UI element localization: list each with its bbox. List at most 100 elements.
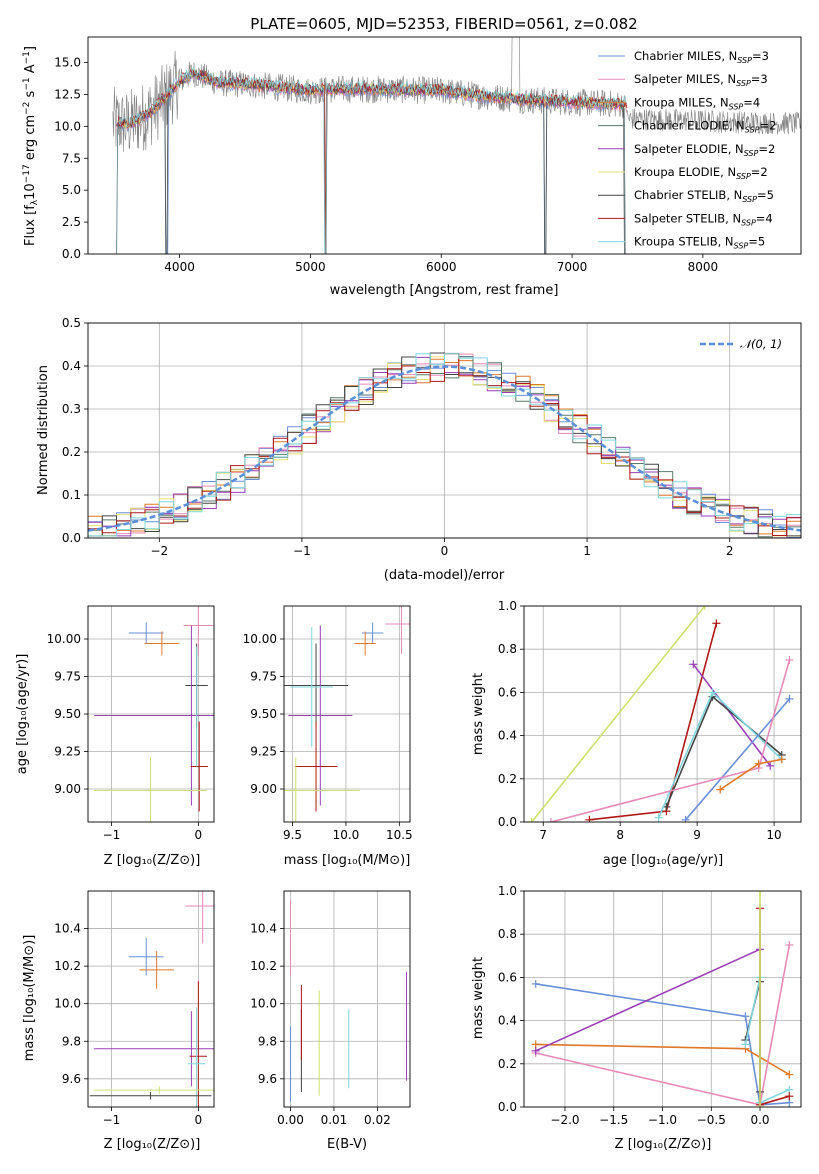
y-tick-label: 10.00 bbox=[47, 632, 81, 646]
plus-marker bbox=[527, 818, 536, 822]
plus-marker bbox=[531, 979, 540, 988]
x-tick-label: −1.5 bbox=[599, 1113, 628, 1127]
x-tick-label: 10 bbox=[766, 828, 781, 842]
legend-label: Chabrier ELODIE, NSSP=2 bbox=[634, 119, 776, 135]
plus-marker bbox=[712, 619, 721, 628]
plus-marker bbox=[700, 606, 709, 610]
errorbar-point bbox=[94, 757, 208, 822]
y-tick-label: 9.6 bbox=[62, 1072, 81, 1086]
plus-marker bbox=[546, 818, 555, 822]
y-tick-label: 0.1 bbox=[62, 488, 81, 502]
y-tick-label: 5.0 bbox=[62, 183, 81, 197]
legend-label: Salpeter MILES, NSSP=3 bbox=[634, 72, 768, 88]
legend-label: Chabrier STELIB, NSSP=5 bbox=[634, 188, 774, 204]
axes-frame bbox=[523, 890, 802, 1108]
y-tick-label: 2.5 bbox=[62, 215, 81, 229]
x-tick-label: 1 bbox=[583, 544, 591, 558]
weight-series-line bbox=[531, 606, 706, 822]
mass-vs-z-ylabel: mass [log₁₀(M/M⊙)] bbox=[22, 935, 37, 1062]
axes-frame bbox=[283, 605, 411, 823]
weight-series-line bbox=[759, 908, 790, 1106]
y-tick-label: 0.2 bbox=[62, 445, 81, 459]
residuals-xlabel: (data-model)/error bbox=[384, 568, 505, 583]
plus-marker bbox=[741, 1012, 750, 1021]
x-tick-label: −2.0 bbox=[550, 1113, 579, 1127]
weight-lines bbox=[527, 606, 794, 822]
spectrum-xlabel: wavelength [Angstrom, rest frame] bbox=[330, 283, 559, 298]
y-tick-label: 15.0 bbox=[54, 56, 81, 70]
x-tick-label: 7000 bbox=[557, 260, 588, 274]
x-tick-label: 6000 bbox=[426, 260, 457, 274]
x-tick-label: 8 bbox=[616, 828, 624, 842]
weight-vs-z-panel: −2.0 −1.5 −1.0 −0.5 0.0 0.0 0.2 0.4 0.6 0.8 1.0 bbox=[498, 884, 802, 1127]
spectrum-panel: 4000 5000 6000 7000 8000 0.0 2.5 5.0 7.5 10.0 12.5… bbox=[54, 36, 802, 274]
age-vs-mass-xlabel: mass [log₁₀(M/M⊙)] bbox=[284, 853, 411, 868]
spectrum-legend: Chabrier MILES, NSSP=3 Salpeter MILES, NS… bbox=[598, 49, 776, 251]
residuals-panel: −2 −1 0 1 2 0.0 0.1 0.2 0.3 0.4 0.5 bbox=[62, 316, 802, 558]
axes-frame bbox=[523, 605, 802, 823]
plus-marker bbox=[766, 761, 775, 770]
errorbar-point bbox=[189, 981, 208, 1107]
errorbar-point bbox=[354, 631, 376, 656]
x-tick-label: 9 bbox=[693, 828, 701, 842]
weight-vs-z-ylabel: mass weight bbox=[471, 957, 486, 1039]
y-tick-label: 9.00 bbox=[250, 782, 277, 796]
weight-series-line bbox=[665, 695, 783, 808]
errorbar-points bbox=[290, 900, 408, 1102]
y-tick-label: 0.6 bbox=[498, 970, 517, 984]
errorbar-point bbox=[190, 721, 208, 812]
legend-label: Salpeter STELIB, NSSP=4 bbox=[634, 211, 773, 227]
x-tick-label: 2 bbox=[726, 544, 734, 558]
plus-marker bbox=[531, 1046, 540, 1055]
errorbar-point bbox=[294, 721, 338, 812]
mass-vs-ebv-xlabel: E(B-V) bbox=[327, 1137, 367, 1152]
plus-marker bbox=[716, 785, 725, 794]
y-tick-label: 9.25 bbox=[54, 745, 81, 759]
y-tick-label: 0.4 bbox=[498, 1014, 517, 1028]
axes-frame bbox=[87, 605, 215, 823]
x-tick-label: 0 bbox=[195, 828, 203, 842]
errorbar-point bbox=[144, 631, 180, 656]
spectrum-ylabel: Flux [fλ10−17 erg cm−2 s−1 A−1] bbox=[22, 46, 40, 246]
errorbar-point bbox=[94, 625, 214, 806]
mass-vs-z-xlabel: Z [log₁₀(Z/Z⊙)] bbox=[104, 1137, 201, 1152]
y-tick-label: 10.2 bbox=[54, 959, 81, 973]
plus-marker bbox=[785, 656, 794, 664]
residuals-ylabel: Normed distribution bbox=[36, 365, 51, 495]
y-tick-label: 0.4 bbox=[498, 729, 517, 743]
errorbar-point bbox=[94, 1086, 214, 1094]
plus-marker bbox=[785, 1092, 794, 1101]
x-tick-label: 0 bbox=[441, 544, 449, 558]
x-tick-label: 0 bbox=[195, 1113, 203, 1127]
weight-vs-age-ylabel: mass weight bbox=[471, 673, 486, 755]
errorbar-points bbox=[284, 606, 410, 822]
plus-marker bbox=[754, 759, 763, 768]
weight-vs-z-xlabel: Z [log₁₀(Z/Z⊙)] bbox=[615, 1137, 712, 1152]
y-tick-label: 0.2 bbox=[498, 1057, 517, 1071]
errorbar-point bbox=[128, 622, 164, 644]
model-spectrum-line bbox=[118, 67, 627, 254]
y-tick-label: 0.8 bbox=[498, 642, 517, 656]
plus-marker bbox=[741, 1040, 750, 1049]
mass-vs-z-panel: −1 0 9.6 9.8 10.0 10.2 10.4 bbox=[54, 890, 215, 1127]
y-tick-label: 0.8 bbox=[498, 927, 517, 941]
y-tick-label: 9.8 bbox=[62, 1034, 81, 1048]
gaussian-curve bbox=[88, 365, 801, 532]
plus-marker bbox=[708, 688, 717, 697]
errorbar-point bbox=[385, 606, 410, 654]
y-tick-label: 9.00 bbox=[54, 782, 81, 796]
y-tick-label: 0.5 bbox=[62, 316, 81, 330]
y-tick-label: 0.3 bbox=[62, 402, 81, 416]
y-tick-label: 9.50 bbox=[250, 707, 277, 721]
x-tick-label: 9.5 bbox=[283, 828, 302, 842]
errorbar-point bbox=[290, 627, 334, 747]
x-tick-label: −1 bbox=[293, 544, 311, 558]
errorbar-point bbox=[284, 643, 349, 728]
errorbar-point bbox=[128, 937, 164, 976]
errorbar-points bbox=[89, 891, 214, 1107]
x-tick-label: −1 bbox=[103, 1113, 121, 1127]
errorbar-point bbox=[139, 951, 175, 989]
x-tick-label: 7 bbox=[539, 828, 547, 842]
y-tick-label: 10.0 bbox=[250, 997, 277, 1011]
